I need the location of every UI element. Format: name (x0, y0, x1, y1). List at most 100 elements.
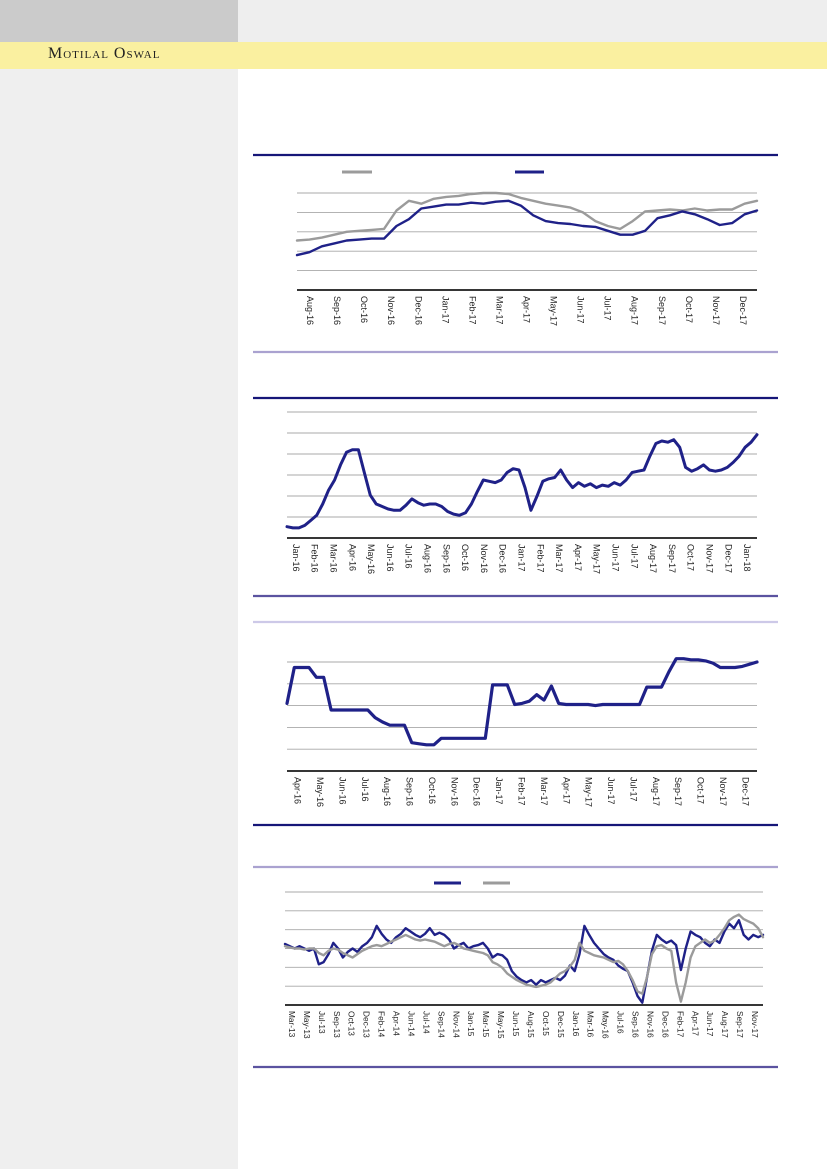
brand-name: Motilal Oswal (48, 45, 161, 62)
x-tick-label: Apr-17 (573, 544, 583, 571)
x-tick-label: Jul-17 (629, 544, 639, 569)
header-light-block (238, 0, 827, 42)
x-tick-label: Nov-14 (451, 1011, 461, 1038)
x-tick-label: Jan-17 (517, 544, 527, 572)
x-tick-label: Dec-16 (413, 296, 423, 325)
x-tick-label: Nov-16 (449, 777, 459, 806)
x-tick-label: Jun-17 (576, 296, 586, 324)
x-tick-label: Aug-17 (630, 296, 640, 325)
x-tick-label: Feb-17 (535, 544, 545, 573)
x-tick-label: Jul-17 (603, 296, 613, 321)
x-tick-label: Jun-15 (511, 1011, 521, 1037)
x-tick-label: Apr-14 (392, 1011, 402, 1036)
chart-1: Aug-16 Sep-16 Oct-16 Nov-16 Dec-16 Jan-17 Feb-… (253, 153, 778, 354)
left-margin-panel (0, 69, 238, 1169)
x-tick-label: Oct-17 (686, 544, 696, 571)
series-line-navy (285, 433, 759, 530)
x-tick-label: Jul-16 (360, 777, 370, 802)
chart-4: Mar-13 May-13 Jul-13 Sep-13 Oct-13 Dec-13 Feb-… (253, 865, 778, 1069)
x-tick-label: Dec-17 (740, 777, 750, 806)
x-tick-label: Jan-16 (291, 544, 301, 572)
x-tick-label: Jun-17 (611, 544, 621, 572)
x-tick-label: Dec-15 (556, 1011, 566, 1038)
series-line-gray (283, 913, 765, 1003)
x-tick-label: May-16 (601, 1011, 611, 1039)
brand-band: Motilal Oswal (0, 42, 827, 69)
x-tick-label: Apr-16 (347, 544, 357, 571)
x-tick-label: Nov-16 (386, 296, 396, 325)
x-tick-label: Sep-14 (436, 1011, 446, 1038)
x-tick-label: May-15 (496, 1011, 506, 1039)
x-tick-label: Sep-16 (441, 544, 451, 573)
x-tick-label: Jan-16 (571, 1011, 581, 1037)
x-tick-label: Jun-17 (606, 777, 616, 805)
x-tick-label: Jan-15 (466, 1011, 476, 1037)
x-tick-label: Dec-16 (660, 1011, 670, 1038)
x-tick-label: Aug-17 (720, 1011, 730, 1038)
x-tick-label: Aug-16 (305, 296, 315, 325)
series-line-navy (283, 919, 765, 1004)
series-line-navy (285, 657, 759, 747)
x-tick-label: Sep-17 (657, 296, 667, 325)
x-tick-label: Dec-16 (472, 777, 482, 806)
x-tick-label: Mar-13 (287, 1011, 297, 1038)
series-line-gray (295, 191, 759, 242)
x-tick-label: Jul-13 (317, 1011, 327, 1034)
x-tick-label: Sep-17 (673, 777, 683, 806)
x-tick-label: Dec-17 (723, 544, 733, 573)
x-tick-label: Feb-16 (310, 544, 320, 573)
chart-4-legend-swatch-1 (434, 881, 461, 885)
x-tick-label: Jul-17 (628, 777, 638, 802)
x-tick-label: Apr-17 (561, 777, 571, 804)
x-tick-label: Aug-17 (651, 777, 661, 806)
chart-4-legend-swatch-2 (483, 881, 510, 885)
x-tick-label: Aug-15 (526, 1011, 536, 1038)
x-tick-label: May-16 (366, 544, 376, 574)
x-tick-label: Sep-16 (631, 1011, 641, 1038)
x-tick-label: Apr-17 (690, 1011, 700, 1036)
x-tick-label: Jun-14 (406, 1011, 416, 1037)
x-tick-label: Sep-16 (332, 296, 342, 325)
x-tick-label: Jan-17 (440, 296, 450, 324)
x-tick-label: Feb-14 (377, 1011, 387, 1038)
x-tick-label: Oct-13 (347, 1011, 357, 1036)
x-tick-label: Mar-15 (481, 1011, 491, 1038)
x-tick-label: Nov-17 (750, 1011, 760, 1038)
x-tick-label: Dec-13 (362, 1011, 372, 1038)
x-tick-label: May-17 (584, 777, 594, 807)
x-tick-label: Nov-16 (479, 544, 489, 573)
x-tick-label: May-17 (592, 544, 602, 574)
x-tick-label: Apr-16 (293, 777, 303, 804)
x-tick-label: Apr-17 (522, 296, 532, 323)
x-tick-label: Oct-16 (460, 544, 470, 571)
x-tick-label: Oct-17 (696, 777, 706, 804)
x-tick-label: Mar-17 (494, 296, 504, 325)
x-tick-label: Oct-15 (541, 1011, 551, 1036)
x-tick-label: Feb-17 (675, 1011, 685, 1038)
x-tick-label: May-13 (302, 1011, 312, 1039)
chart-2: Jan-16 Feb-16 Mar-16 Apr-16 May-16 Jun-16 Jul-… (253, 396, 778, 598)
x-tick-label: May-16 (315, 777, 325, 807)
x-tick-label: Oct-16 (359, 296, 369, 323)
x-tick-label: Aug-16 (382, 777, 392, 806)
header-gray-block (0, 0, 238, 42)
x-tick-label: Sep-16 (405, 777, 415, 806)
x-tick-label: Jul-16 (616, 1011, 626, 1034)
x-tick-label: Feb-17 (467, 296, 477, 325)
x-tick-label: Aug-16 (423, 544, 433, 573)
x-tick-label: Oct-17 (684, 296, 694, 323)
chart-3: Apr-16 May-16 Jun-16 Jul-16 Aug-16 Sep-16 Oct-… (253, 620, 778, 827)
x-tick-label: Jan-18 (742, 544, 752, 572)
x-tick-label: Mar-16 (329, 544, 339, 573)
series-line-navy (295, 199, 759, 257)
chart-1-legend-swatch-1 (342, 170, 372, 174)
x-tick-label: May-17 (549, 296, 559, 326)
x-tick-label: Oct-16 (427, 777, 437, 804)
x-tick-label: Mar-17 (539, 777, 549, 806)
x-tick-label: Feb-17 (517, 777, 527, 806)
x-tick-label: Aug-17 (648, 544, 658, 573)
x-tick-label: Dec-17 (738, 296, 748, 325)
x-tick-label: Jan-17 (494, 777, 504, 805)
